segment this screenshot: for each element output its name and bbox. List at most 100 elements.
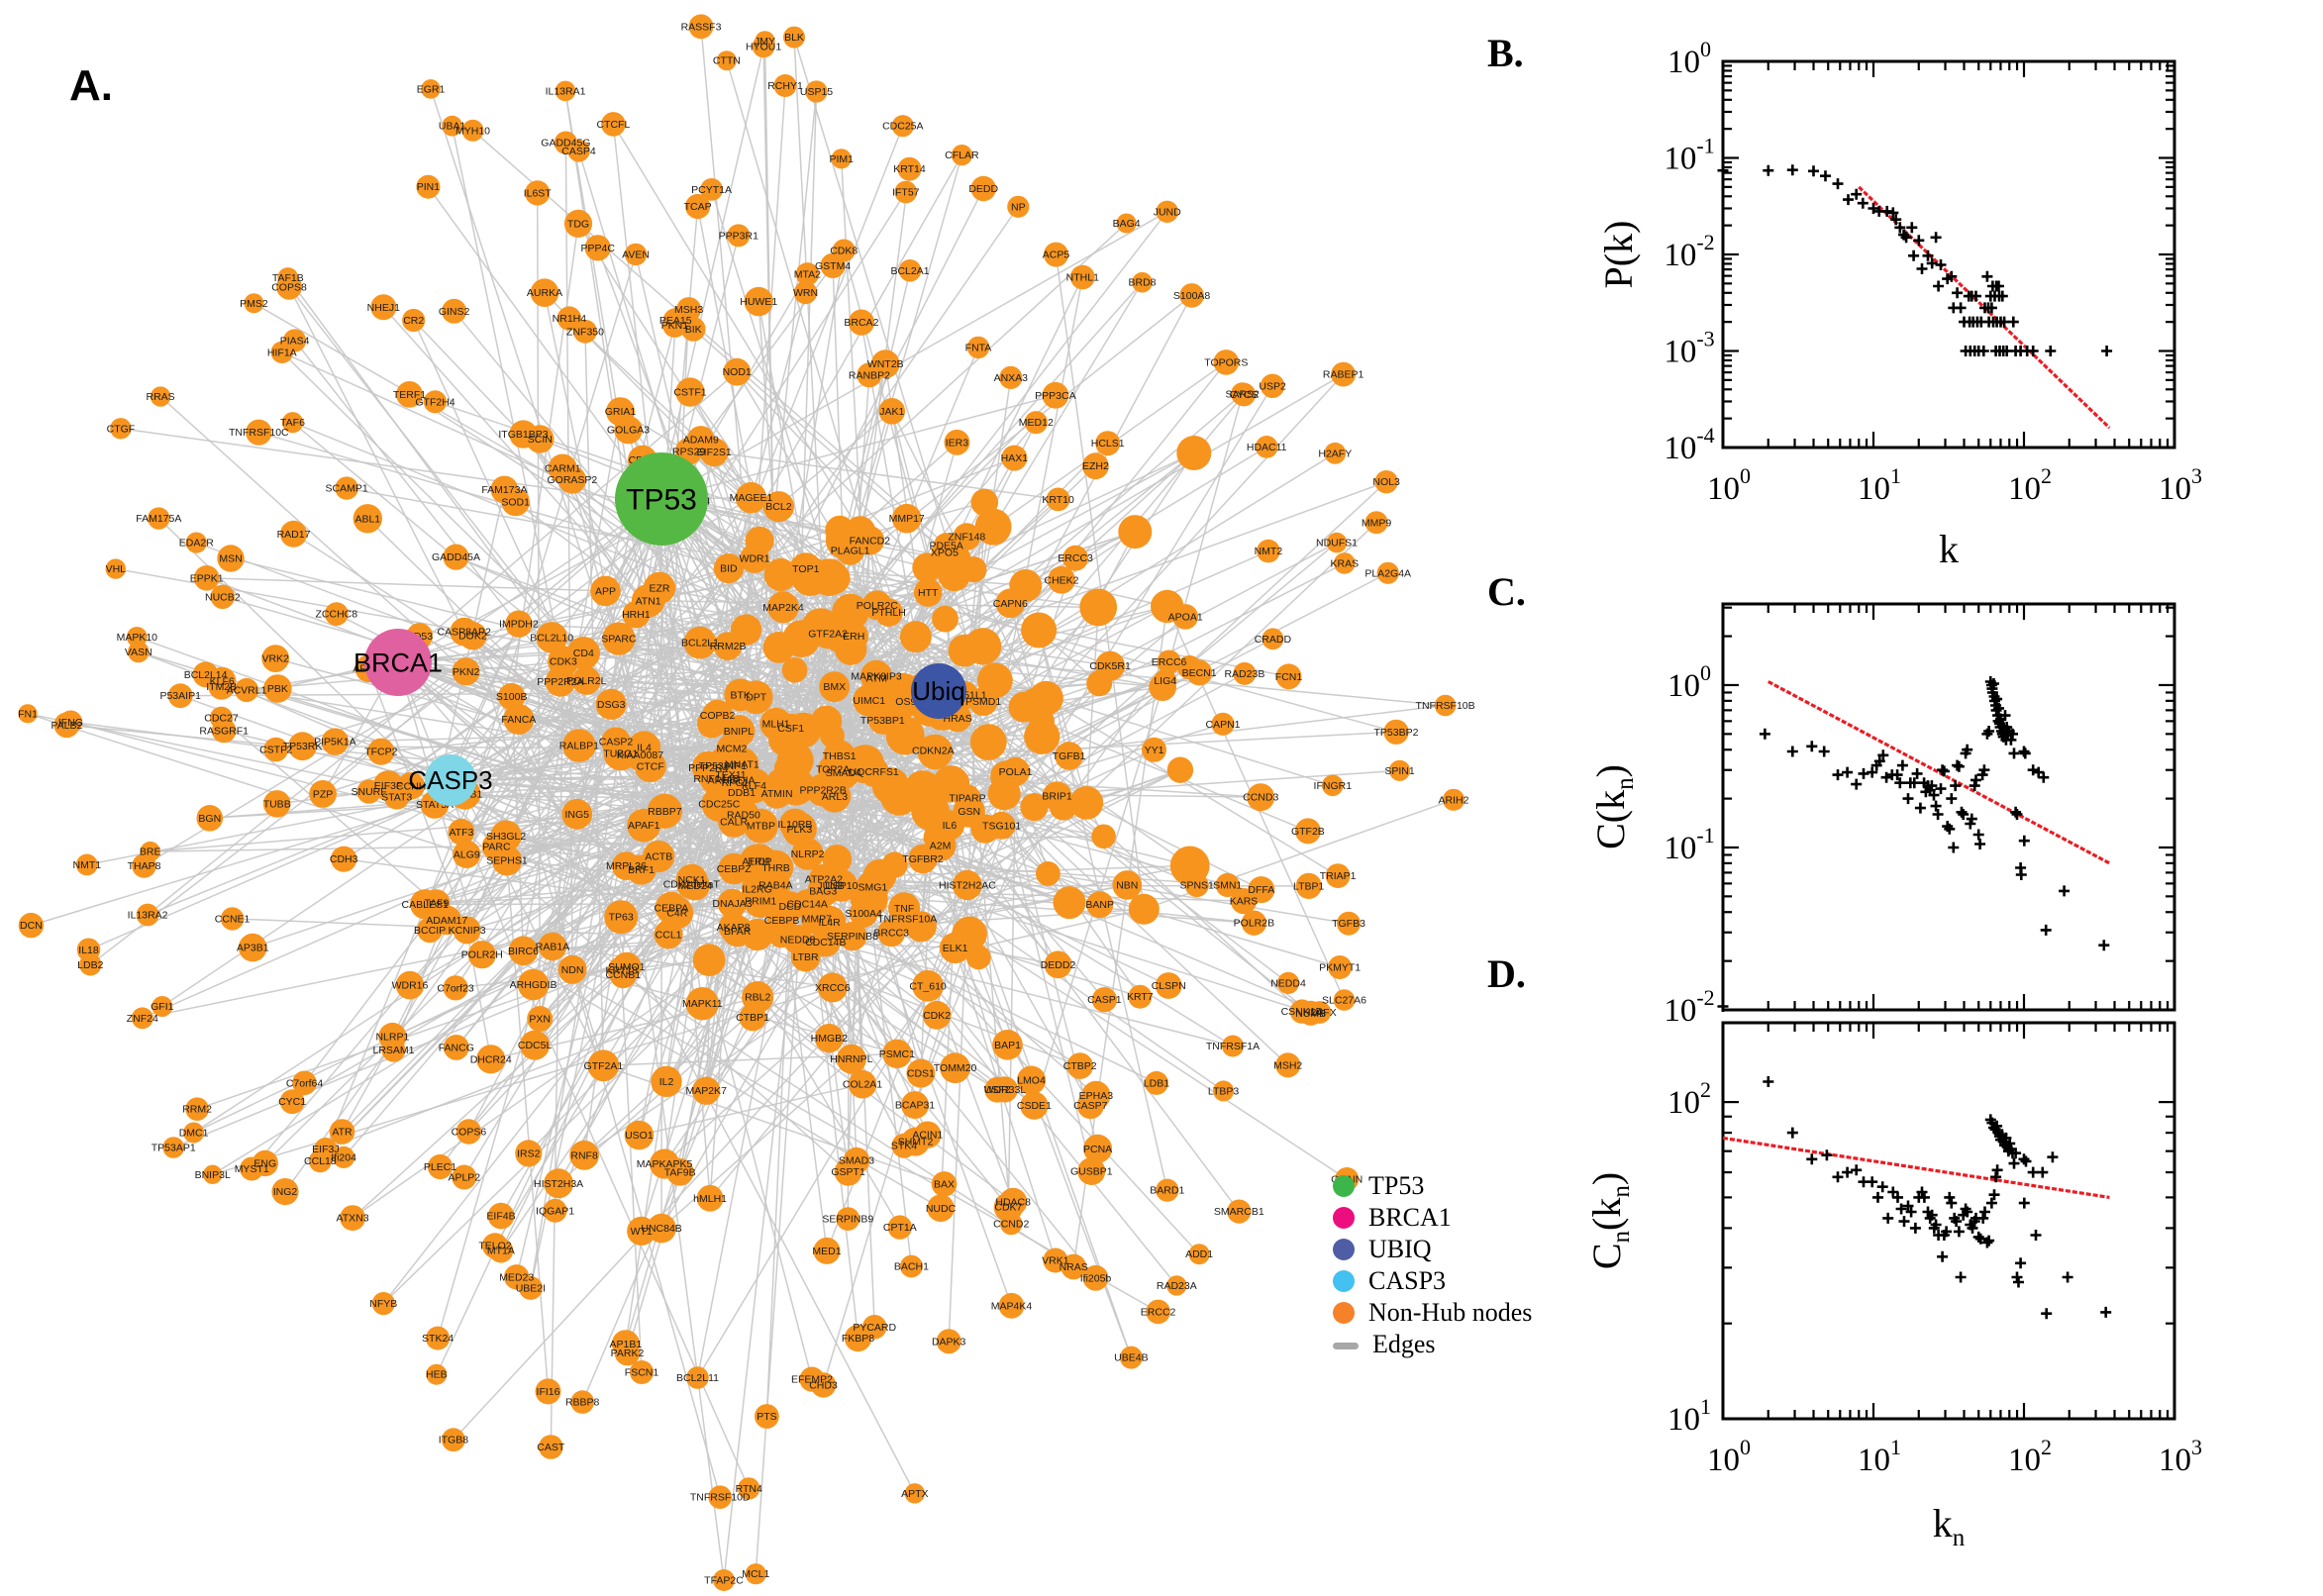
gene-node-label: NFYB xyxy=(369,1298,397,1310)
gene-node-label: CYCS xyxy=(1230,389,1259,401)
data-point xyxy=(1941,1226,1953,1238)
gene-node-label: BRCC3 xyxy=(873,928,909,940)
gene-node-label: BCL2 xyxy=(765,501,791,513)
gene-node xyxy=(395,970,425,1000)
gene-node xyxy=(936,1329,961,1354)
gene-node xyxy=(898,259,922,282)
gene-node xyxy=(1166,1275,1187,1296)
gene-node-label: PLA2G4A xyxy=(1364,567,1411,579)
gene-node xyxy=(627,808,661,843)
gene-node xyxy=(805,80,828,103)
data-point xyxy=(2008,1157,2020,1169)
gene-node xyxy=(252,1149,278,1177)
gene-node-label: BCL2A1 xyxy=(890,265,929,277)
gene-node xyxy=(1326,532,1348,553)
data-point xyxy=(1895,1203,1907,1215)
gene-node-label: FANCG xyxy=(439,1042,474,1053)
gene-node-label: DEDD2 xyxy=(1041,959,1076,971)
gene-node-label: SUMO1 xyxy=(608,961,646,973)
gene-node-label: EPHA3 xyxy=(1079,1090,1114,1102)
gene-node xyxy=(1179,283,1204,308)
gene-node xyxy=(762,491,795,523)
gene-node-label: MED24 xyxy=(677,880,712,892)
gene-node xyxy=(75,853,98,876)
gene-node xyxy=(279,1089,305,1115)
gene-node xyxy=(686,1366,709,1389)
gene-node-label: WDR33L xyxy=(984,1084,1027,1096)
data-point xyxy=(1967,1222,1978,1234)
gene-node-label: RNF144B xyxy=(693,773,739,785)
gene-node-label: NHEJ1 xyxy=(367,302,400,314)
plot-clustering-coefficient: 100 10-1 10-2 C(kn) xyxy=(1588,602,2176,1029)
gene-node xyxy=(58,710,83,735)
gene-node-label: PIAS4 xyxy=(280,336,310,348)
gene-node-label: MED1 xyxy=(812,1246,841,1257)
gene-node xyxy=(1083,1134,1113,1163)
gene-node xyxy=(1388,759,1411,781)
legend-label: UBIQ xyxy=(1368,1235,1432,1263)
gene-node xyxy=(314,1138,338,1161)
data-point xyxy=(1832,1171,1844,1183)
gene-node-label: TOP2A xyxy=(816,764,850,776)
gene-node xyxy=(836,1044,866,1074)
legend-item-tp53: TP53 xyxy=(1333,1170,1532,1202)
gene-node-label: CDK2 xyxy=(923,1010,951,1022)
gene-node xyxy=(321,728,350,755)
gene-node-label: ELK1 xyxy=(943,943,968,954)
gene-node-label: NR1H4 xyxy=(553,313,587,325)
gene-node-label: PTS xyxy=(757,1411,776,1423)
gene-node xyxy=(150,386,171,407)
power-law-fit-line xyxy=(1722,1136,2110,1199)
gene-node xyxy=(443,975,468,1001)
gene-node xyxy=(1213,1080,1235,1102)
gene-node-label: RRAS xyxy=(147,391,175,403)
gene-node-label: BNIPL xyxy=(724,726,755,738)
gene-node-label: ARIH2 xyxy=(1439,794,1469,806)
tick-label: 10-2 xyxy=(1664,230,1714,273)
gene-node-label: EIF3J xyxy=(312,1144,339,1155)
gene-node-label: PDE5A xyxy=(929,540,962,551)
data-point xyxy=(1786,1127,1798,1139)
gene-node xyxy=(503,703,535,735)
gene-node-label: GTF2B xyxy=(1291,826,1325,838)
gene-node-label: CSF1 xyxy=(777,723,804,735)
data-point xyxy=(1950,780,1962,792)
gene-node-label: TERF1 xyxy=(393,389,426,401)
gene-node-label: RRM2 xyxy=(182,1104,212,1116)
gene-node xyxy=(849,899,878,928)
gene-node xyxy=(505,610,533,638)
gene-node-label: TDG xyxy=(567,218,589,230)
data-point xyxy=(1988,1189,2000,1201)
data-point xyxy=(1979,1206,1990,1218)
gene-node-label: IL18 xyxy=(78,945,99,956)
gene-node-label: SCAMP1 xyxy=(326,483,368,495)
data-point xyxy=(1891,769,1903,781)
gene-node-label: CHD3 xyxy=(809,1379,838,1391)
data-point xyxy=(2033,766,2045,778)
data-point xyxy=(2100,1306,2112,1318)
gene-node xyxy=(527,1006,554,1032)
data-point xyxy=(1894,777,1906,789)
gene-node-label: CT_610 xyxy=(909,980,947,992)
gene-node xyxy=(1044,950,1072,979)
data-point xyxy=(1868,203,1879,214)
gene-node xyxy=(995,588,1026,619)
gene-node-label: THBS1 xyxy=(823,750,857,762)
gene-node xyxy=(210,584,235,609)
gene-node xyxy=(812,618,844,649)
gene-node xyxy=(467,941,496,969)
data-point xyxy=(1948,842,1960,853)
data-point xyxy=(1932,809,1944,820)
gene-node xyxy=(904,1483,925,1504)
gene-node-label: NDUFS1 xyxy=(1316,538,1358,549)
data-point xyxy=(1851,1164,1863,1176)
gene-node xyxy=(1325,863,1351,888)
tick-label: 102 xyxy=(1667,1077,1711,1121)
data-point xyxy=(1952,287,1964,299)
gene-node-label: TNF xyxy=(894,903,914,915)
gene-node-label: CCL1 xyxy=(656,929,682,941)
scatter-markers xyxy=(1763,1076,2112,1320)
gene-node xyxy=(939,932,971,964)
data-point xyxy=(1759,728,1770,740)
gene-node-label: COPB2 xyxy=(700,710,736,722)
